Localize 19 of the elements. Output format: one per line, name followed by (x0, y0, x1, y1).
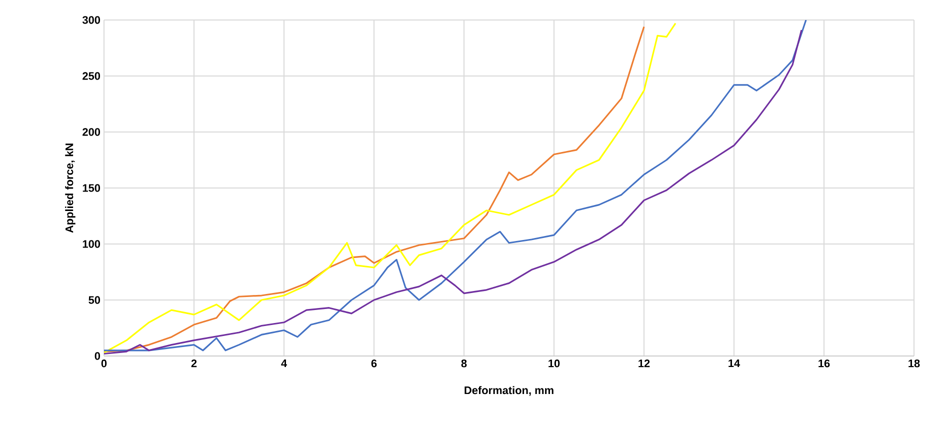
y-tick-label: 100 (82, 240, 100, 248)
y-tick-label: 50 (88, 296, 100, 304)
x-tick-label: 14 (728, 360, 740, 368)
x-tick-label: 16 (818, 360, 830, 368)
x-tick-label: 2 (191, 360, 197, 368)
x-tick-label: 6 (371, 360, 377, 368)
x-tick-label: 12 (638, 360, 650, 368)
x-tick-label: 8 (461, 360, 467, 368)
x-tick-label: 0 (101, 360, 107, 368)
x-tick-label: 10 (548, 360, 560, 368)
y-axis-title: Applied force, kN (65, 144, 76, 233)
x-tick-label: 18 (908, 360, 920, 368)
y-tick-label: 250 (82, 72, 100, 80)
x-tick-label: 4 (281, 360, 287, 368)
y-tick-label: 200 (82, 128, 100, 136)
x-axis-title: Deformation, mm (464, 386, 554, 396)
y-tick-label: 0 (94, 352, 100, 360)
y-tick-label: 300 (82, 16, 100, 24)
y-tick-label: 150 (82, 184, 100, 192)
